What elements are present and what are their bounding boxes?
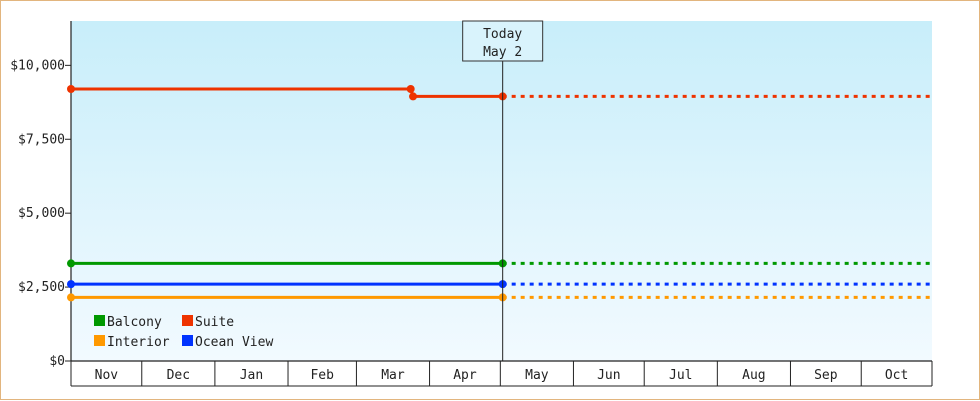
legend-label-balcony: Balcony (107, 315, 162, 330)
suite-point (409, 92, 418, 101)
legend-label-interior: Interior (107, 335, 170, 350)
today-label-title: Today (483, 27, 522, 42)
x-axis: Nov Dec Jan Feb Mar Apr May Jun Jul Aug Sep Oct (70, 360, 933, 387)
legend-label-ocean-view: Ocean View (195, 335, 273, 350)
legend-swatch-interior (94, 335, 105, 346)
suite-point (406, 85, 415, 93)
month-label-dec: Dec (167, 368, 190, 383)
today-marker: Today May 2 (462, 20, 544, 361)
balcony-point (67, 259, 75, 268)
month-label-jan: Jan (240, 368, 263, 383)
suite-point (67, 85, 75, 93)
month-label-aug: Aug (742, 368, 765, 383)
legend: Balcony Suite Interior Ocean View (94, 315, 273, 350)
plot-background (71, 21, 932, 361)
legend-swatch-ocean-view (182, 335, 193, 346)
month-label-sep: Sep (814, 368, 838, 383)
ocean-view-point (67, 280, 75, 289)
legend-swatch-suite (182, 315, 193, 326)
month-label-apr: Apr (453, 368, 477, 383)
y-axis: $0 $2,500 $5,000 $7,500 $10,000 (10, 21, 72, 369)
y-tick-label: $5,000 (18, 206, 65, 221)
month-label-oct: Oct (885, 368, 908, 383)
series-layer (67, 85, 932, 302)
month-label-nov: Nov (95, 368, 119, 383)
month-label-mar: Mar (381, 368, 405, 383)
y-tick-label: $10,000 (10, 58, 65, 73)
today-label-box (462, 20, 544, 62)
month-label-feb: Feb (310, 368, 334, 383)
month-label-jul: Jul (669, 368, 692, 383)
y-tick-label: $7,500 (18, 132, 65, 147)
month-label-may: May (525, 368, 549, 383)
legend-swatch-balcony (94, 315, 105, 326)
interior-point (67, 293, 75, 302)
legend-label-suite: Suite (195, 315, 234, 330)
month-label-jun: Jun (597, 368, 620, 383)
today-label-date: May 2 (483, 45, 522, 60)
y-tick-label: $0 (49, 354, 65, 369)
y-tick-label: $2,500 (18, 280, 65, 295)
